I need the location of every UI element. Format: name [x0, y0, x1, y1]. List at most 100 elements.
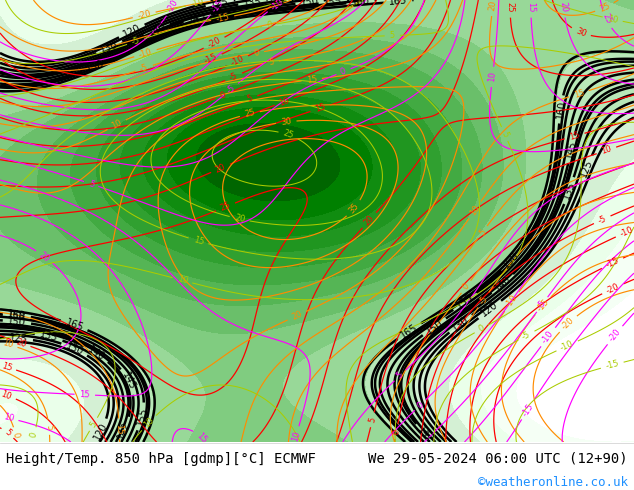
Text: 0: 0	[253, 48, 260, 58]
Text: -15: -15	[215, 12, 230, 24]
Text: 5: 5	[246, 94, 254, 104]
Text: 10: 10	[176, 274, 188, 286]
Text: 25: 25	[600, 12, 613, 26]
Text: -15: -15	[604, 256, 621, 270]
Text: 5: 5	[395, 370, 405, 381]
Text: 30: 30	[280, 117, 292, 127]
Text: 35: 35	[347, 201, 361, 216]
Text: 5: 5	[368, 416, 377, 423]
Text: -10: -10	[541, 329, 556, 345]
Text: 160: 160	[555, 99, 567, 119]
Text: -10: -10	[269, 0, 285, 12]
Text: -10: -10	[138, 47, 153, 59]
Text: 165: 165	[389, 0, 408, 7]
Text: -20: -20	[560, 316, 576, 332]
Text: 5: 5	[268, 57, 275, 67]
Text: 15: 15	[568, 130, 581, 142]
Text: 10: 10	[469, 203, 482, 217]
Text: 10: 10	[0, 389, 13, 401]
Text: -10: -10	[559, 339, 575, 353]
Text: -5: -5	[521, 330, 532, 342]
Text: 15: 15	[115, 423, 124, 434]
Text: -5: -5	[536, 298, 548, 311]
Text: 20: 20	[488, 0, 498, 12]
Text: -15: -15	[210, 0, 225, 14]
Text: 130: 130	[450, 314, 471, 333]
Text: 145: 145	[564, 139, 578, 159]
Text: 158: 158	[501, 250, 521, 270]
Text: 0: 0	[415, 400, 425, 410]
Text: -10: -10	[619, 225, 634, 239]
Text: -20: -20	[165, 0, 180, 14]
Text: -5: -5	[131, 36, 141, 47]
Text: 120: 120	[479, 300, 500, 319]
Text: 20: 20	[233, 213, 246, 224]
Text: 20: 20	[559, 1, 569, 13]
Text: 142: 142	[116, 420, 133, 441]
Text: 150: 150	[424, 317, 444, 336]
Text: 130: 130	[99, 39, 120, 56]
Text: 5: 5	[3, 428, 13, 438]
Text: 15: 15	[0, 361, 13, 373]
Text: -5: -5	[597, 214, 608, 225]
Text: 5: 5	[88, 420, 99, 429]
Text: 0: 0	[29, 431, 39, 438]
Text: -15: -15	[605, 359, 620, 371]
Text: 158: 158	[85, 58, 106, 75]
Text: -10: -10	[230, 54, 245, 68]
Text: 5: 5	[500, 130, 510, 138]
Text: 158: 158	[7, 310, 27, 322]
Text: 0: 0	[461, 282, 471, 292]
Text: 165: 165	[399, 322, 420, 340]
Text: We 29-05-2024 06:00 UTC (12+90): We 29-05-2024 06:00 UTC (12+90)	[368, 452, 628, 466]
Text: 0: 0	[11, 431, 20, 438]
Text: 165: 165	[64, 317, 84, 333]
Text: 155: 155	[323, 0, 343, 8]
Text: 155: 155	[135, 407, 149, 427]
Text: 125: 125	[579, 158, 595, 179]
Text: 15: 15	[573, 88, 585, 99]
Text: 30: 30	[574, 26, 588, 39]
Text: 25: 25	[243, 108, 256, 120]
Text: -20: -20	[607, 327, 623, 343]
Text: 10: 10	[278, 96, 290, 108]
Text: 125: 125	[9, 333, 29, 344]
Text: 0: 0	[266, 20, 273, 30]
Text: 5: 5	[477, 227, 488, 237]
Text: 125: 125	[210, 0, 230, 10]
Text: 15: 15	[192, 235, 205, 247]
Text: 140: 140	[493, 274, 513, 294]
Text: 10: 10	[607, 14, 619, 24]
Text: 10: 10	[110, 118, 124, 131]
Text: -15: -15	[535, 297, 551, 314]
Text: 150: 150	[7, 316, 27, 328]
Text: 25: 25	[282, 129, 295, 141]
Text: 142: 142	[268, 0, 288, 8]
Text: 140: 140	[86, 344, 107, 363]
Text: -5: -5	[139, 63, 150, 74]
Text: -20: -20	[136, 9, 152, 21]
Text: -15: -15	[521, 401, 535, 417]
Text: -10: -10	[190, 0, 205, 9]
Text: 142: 142	[416, 424, 436, 445]
Text: 20: 20	[363, 213, 376, 227]
Text: 20: 20	[214, 162, 227, 174]
Text: 15: 15	[195, 431, 209, 444]
Text: 145: 145	[120, 371, 137, 392]
Text: 160: 160	[7, 309, 27, 321]
Text: 20: 20	[290, 310, 304, 322]
Text: 10: 10	[1, 339, 14, 350]
Text: 10: 10	[488, 71, 498, 83]
Text: 135: 135	[242, 0, 262, 9]
Text: 160: 160	[351, 0, 370, 8]
Text: 135: 135	[562, 180, 577, 201]
Text: -20: -20	[605, 282, 621, 295]
Text: -5: -5	[225, 83, 237, 95]
Text: 155: 155	[455, 292, 476, 311]
Text: 0: 0	[339, 67, 347, 77]
Text: Height/Temp. 850 hPa [gdmp][°C] ECMWF: Height/Temp. 850 hPa [gdmp][°C] ECMWF	[6, 452, 316, 466]
Text: 5: 5	[87, 179, 95, 189]
Text: 25: 25	[506, 2, 515, 13]
Text: 15: 15	[314, 102, 327, 114]
Text: 15: 15	[306, 74, 318, 85]
